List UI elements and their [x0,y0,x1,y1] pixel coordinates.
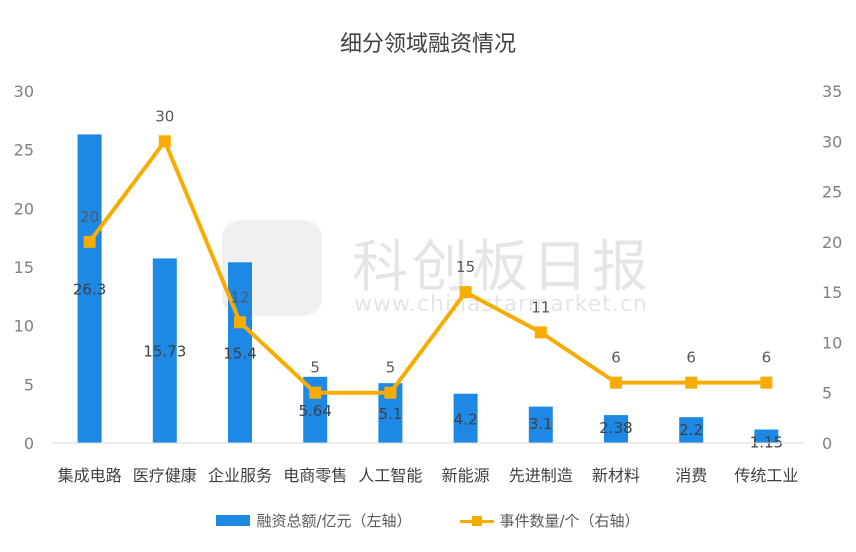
y-right-tick-label: 20 [822,233,842,252]
x-tick-label: 企业服务 [208,466,272,485]
bar [528,406,553,443]
axes: 0 5 10 15 20 25 30 0 5 10 15 20 25 30 35 集成电路 医疗健康 企业服务 电商… [14,82,843,485]
bar [754,429,779,443]
line-series [83,135,773,399]
line-data-label: 5 [386,359,396,377]
line-data-label: 15 [456,258,475,276]
bar-data-label: 5.1 [378,405,402,423]
y-right-tick-label: 15 [822,283,842,302]
chart-title: 细分领域融资情况 [339,32,516,57]
line-point [610,376,622,389]
line-data-label: 11 [531,298,550,316]
bar-data-label: 3.1 [529,415,553,433]
bar-data-label: 15.73 [143,343,186,361]
line-point [234,316,246,329]
line-point [459,286,472,299]
x-tick-label: 医疗健康 [133,466,197,485]
bar-data-label: 2.38 [599,419,632,437]
bar [604,415,628,443]
y-left-tick-label: 0 [24,434,34,453]
bar-series [77,134,779,443]
bar-data-label: 2.2 [679,421,703,439]
y-left-tick-label: 5 [24,375,34,394]
line-data-label: 6 [686,349,696,367]
line-path [87,139,767,395]
y-right-tick-label: 10 [822,333,842,352]
y-left-tick-label: 25 [14,141,34,160]
legend-line-label: 事件数量/个（右轴） [499,512,640,530]
x-tick-label: 先进制造 [509,466,573,485]
legend-item-line: 事件数量/个（右轴） [459,510,640,531]
x-tick-label: 消费 [675,466,707,485]
legend-line-swatch [459,515,494,527]
line-data-label: 6 [611,349,621,367]
bar [679,417,704,443]
legend-bar-swatch [216,515,251,526]
bar-data-label: 15.4 [223,345,256,363]
y-right-tick-label: 30 [822,132,842,151]
bar [77,134,102,443]
line-data-label: 5 [310,359,320,377]
line-point [534,326,547,339]
x-tick-label: 传统工业 [734,466,798,485]
x-tick-label: 新材料 [592,466,640,485]
x-tick-label: 电商零售 [283,466,347,485]
y-left-tick-label: 20 [14,199,34,218]
x-tick-label: 新能源 [442,466,490,485]
line-data-label: 20 [80,208,99,226]
line-data-label: 6 [762,349,772,367]
line-point [83,235,96,248]
y-right-tick-label: 35 [822,82,842,101]
y-left-tick-label: 10 [14,317,34,336]
x-tick-label: 人工智能 [358,466,422,485]
line-point [309,386,322,399]
bar [453,393,478,443]
bar-data-label: 4.2 [454,410,478,428]
y-left-tick-label: 30 [14,82,34,101]
legend-bar-label: 融资总额/亿元（左轴） [256,512,412,530]
watermark-text: 科创板日报 [352,235,652,300]
bar [152,258,177,443]
line-point [685,376,698,389]
line-data-label: 12 [230,288,249,306]
y-right-tick-label: 25 [822,183,842,202]
bar-data-label: 5.64 [298,402,331,420]
line-point [760,376,773,389]
y-right-tick-label: 0 [822,434,832,453]
line-point [384,386,397,399]
bar [228,262,252,443]
y-left-tick-label: 15 [14,258,34,277]
line-point [158,135,171,148]
line-data-label: 30 [155,107,174,125]
data-labels: 26.315.73 15.45.64 5.1 4.2 3.1 2.38 2.21.15203… [73,107,783,451]
y-right-tick-label: 5 [822,384,832,403]
legend-item-bar: 融资总额/亿元（左轴） [216,510,412,531]
bar-data-label: 26.3 [73,281,106,299]
legend: 融资总额/亿元（左轴） 事件数量/个（右轴） [0,510,856,531]
x-tick-label: 集成电路 [58,466,122,485]
